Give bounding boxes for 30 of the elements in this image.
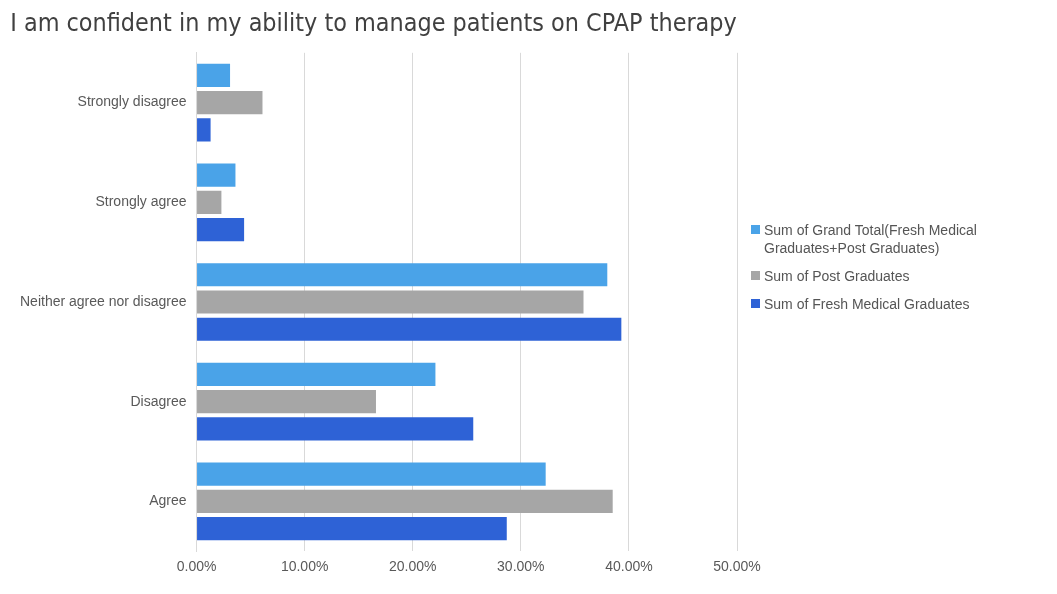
bar [197, 417, 474, 441]
bar [197, 489, 613, 513]
bar [197, 290, 584, 314]
bar [197, 263, 608, 287]
bar [197, 118, 211, 142]
chart-title: I am confident in my ability to manage patients on CPAP therapy [10, 7, 738, 36]
bar [197, 317, 622, 341]
bar [197, 362, 436, 387]
legend-label: Sum of Fresh Medical Graduates [764, 295, 970, 313]
bar [197, 63, 231, 87]
x-tick-label: 10.00% [280, 558, 329, 575]
y-tick-label: Neither agree nor disagree [20, 292, 187, 309]
x-tick-label: 20.00% [388, 558, 437, 575]
bar [197, 91, 263, 115]
bar [197, 390, 376, 414]
y-tick-label: Strongly agree [95, 193, 187, 210]
x-tick-label: 40.00% [605, 558, 653, 575]
legend-label: Sum of Post Graduates [764, 267, 910, 285]
bar [197, 163, 236, 187]
bar [197, 517, 507, 541]
legend-label: Sum of Grand Total(Fresh Medical Graduates+Post Graduates) [764, 221, 978, 257]
y-tick-label: Strongly disagree [77, 93, 187, 110]
y-tick-label: Agree [149, 492, 187, 509]
x-tick-label: 30.00% [497, 558, 545, 575]
bar [197, 217, 245, 242]
bar [197, 462, 546, 486]
x-tick-label: 0.00% [176, 558, 217, 575]
y-tick-label: Disagree [130, 392, 187, 409]
bar [197, 190, 222, 214]
x-tick-label: 50.00% [713, 558, 761, 575]
